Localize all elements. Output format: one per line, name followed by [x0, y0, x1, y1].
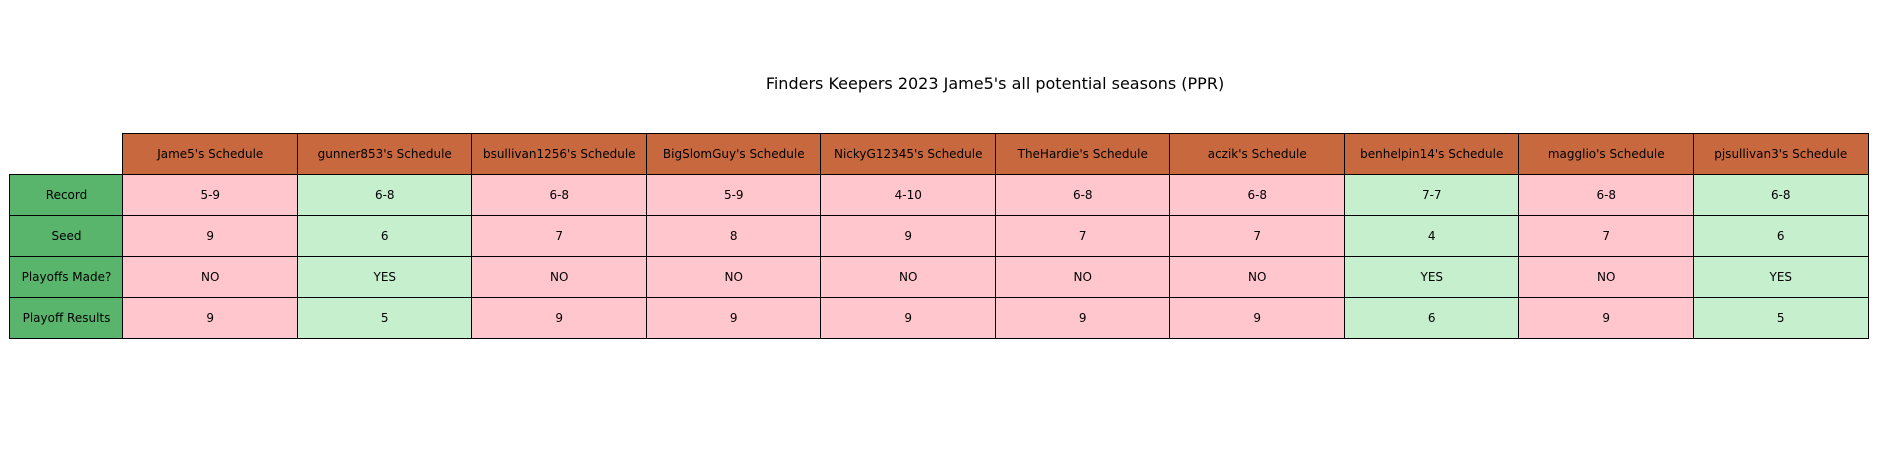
table-cell: NO: [122, 255, 299, 298]
table-cell: 7-7: [1343, 174, 1520, 217]
table-cell: 9: [645, 296, 822, 339]
table-cell: YES: [1692, 255, 1869, 298]
table-cell: 7: [994, 214, 1171, 258]
table-cell: NO: [645, 255, 822, 298]
table-cell: 5: [296, 296, 473, 339]
table-cell: 9: [994, 296, 1171, 339]
table-cell: 5: [1692, 296, 1869, 339]
table-cell: NO: [471, 255, 648, 298]
table-cell: 9: [122, 296, 299, 339]
table-cell: 9: [471, 296, 648, 339]
row-header: Playoff Results: [9, 296, 124, 339]
table-cell: YES: [1343, 255, 1520, 298]
table-cell: 9: [1518, 296, 1695, 339]
schedule-table: Jame5's Schedule gunner853's Schedule bs…: [9, 133, 1869, 339]
column-header: bsullivan1256's Schedule: [471, 133, 648, 176]
column-header: Jame5's Schedule: [122, 133, 299, 176]
row-header: Seed: [9, 214, 124, 258]
table-cell: 6: [1343, 296, 1520, 339]
column-header: magglio's Schedule: [1518, 133, 1695, 176]
table-cell: 9: [122, 214, 299, 258]
table-cell: 7: [471, 214, 648, 258]
table-corner: [9, 133, 123, 175]
column-header: gunner853's Schedule: [296, 133, 473, 176]
table-cell: 4-10: [820, 174, 997, 217]
table-cell: 6-8: [296, 174, 473, 217]
row-header: Playoffs Made?: [9, 255, 124, 298]
column-header: pjsullivan3's Schedule: [1692, 133, 1869, 176]
table-cell: NO: [994, 255, 1171, 298]
column-header: BigSlomGuy's Schedule: [645, 133, 822, 176]
table-cell: 4: [1343, 214, 1520, 258]
table-cell: 6-8: [1692, 174, 1869, 217]
column-header: NickyG12345's Schedule: [820, 133, 997, 176]
table-cell: NO: [1518, 255, 1695, 298]
table-cell: 5-9: [122, 174, 299, 217]
table-cell: 9: [1169, 296, 1346, 339]
table-cell: 5-9: [645, 174, 822, 217]
table-cell: 7: [1518, 214, 1695, 258]
table-cell: 6-8: [471, 174, 648, 217]
column-header: benhelpin14's Schedule: [1343, 133, 1520, 176]
row-header: Record: [9, 174, 124, 217]
column-header: TheHardie's Schedule: [994, 133, 1171, 176]
table-cell: 7: [1169, 214, 1346, 258]
column-header: aczik's Schedule: [1169, 133, 1346, 176]
table-cell: 6: [296, 214, 473, 258]
table-cell: YES: [296, 255, 473, 298]
table-cell: 6-8: [1169, 174, 1346, 217]
table-cell: NO: [1169, 255, 1346, 298]
table-cell: 9: [820, 214, 997, 258]
table-cell: 6: [1692, 214, 1869, 258]
table-cell: 6-8: [994, 174, 1171, 217]
table-cell: 9: [820, 296, 997, 339]
table-cell: NO: [820, 255, 997, 298]
chart-title: Finders Keepers 2023 Jame5's all potenti…: [765, 74, 1225, 93]
table-cell: 8: [645, 214, 822, 258]
table-cell: 6-8: [1518, 174, 1695, 217]
